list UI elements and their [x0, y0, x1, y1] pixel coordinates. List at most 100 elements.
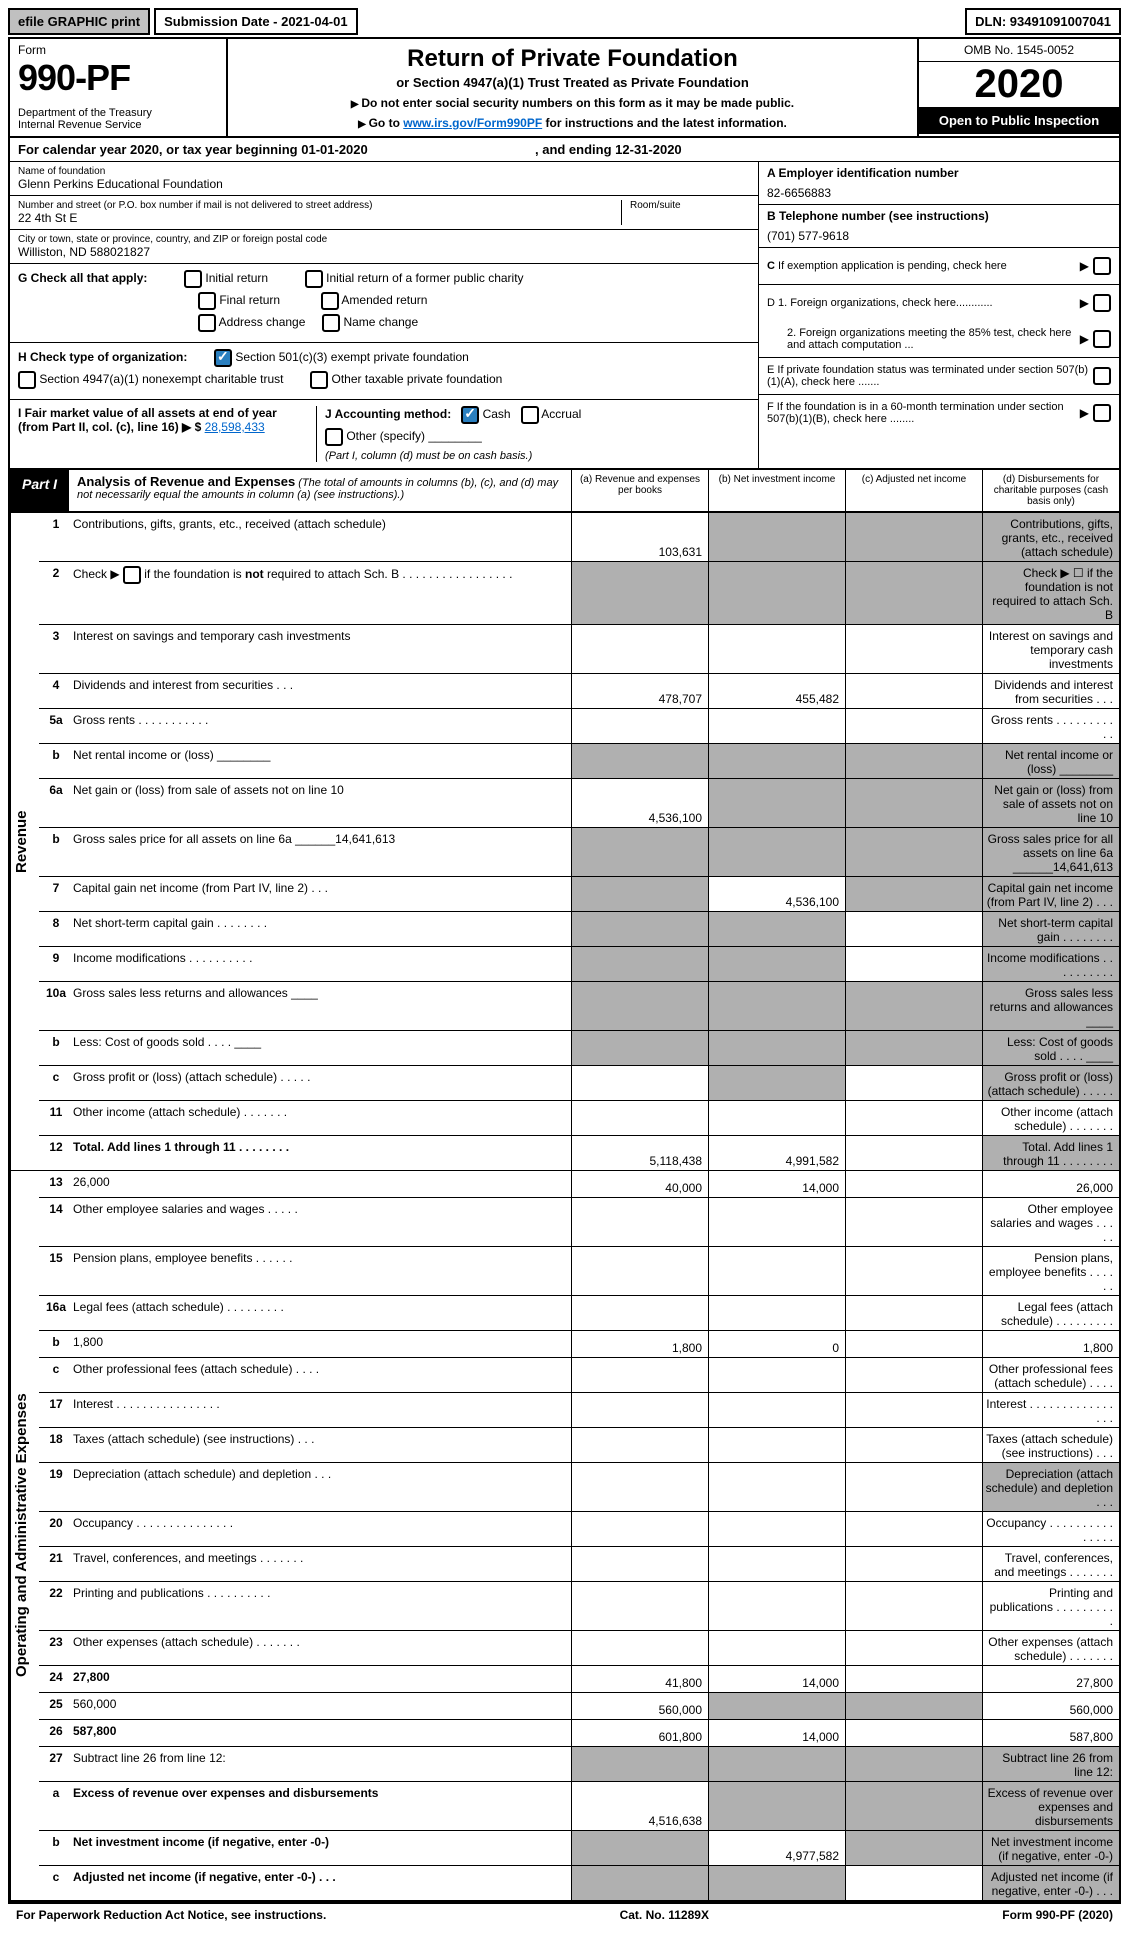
header-left: Form 990-PF Department of the Treasury I…: [10, 39, 228, 136]
form-header: Form 990-PF Department of the Treasury I…: [10, 39, 1119, 138]
cell-c: [845, 1547, 982, 1581]
cell-a: [571, 1428, 708, 1462]
cell-a: 560,000: [571, 1693, 708, 1719]
row-desc: 1,800: [73, 1331, 571, 1357]
row-desc: Net short-term capital gain . . . . . . …: [73, 912, 571, 946]
row-desc: Check ▶ if the foundation is not require…: [73, 562, 571, 624]
calendar-year-row: For calendar year 2020, or tax year begi…: [10, 138, 1119, 162]
row-desc: Adjusted net income (if negative, enter …: [73, 1866, 571, 1900]
row-number: 3: [39, 625, 73, 673]
chk-foreign-org[interactable]: [1093, 294, 1111, 312]
cell-c: [845, 1747, 982, 1781]
city-cell: City or town, state or province, country…: [10, 230, 758, 264]
cell-d: Capital gain net income (from Part IV, l…: [982, 877, 1119, 911]
chk-exemption-pending[interactable]: [1093, 257, 1111, 275]
chk-85-test[interactable]: [1093, 330, 1111, 348]
table-row: aExcess of revenue over expenses and dis…: [39, 1782, 1119, 1831]
cell-c: [845, 1066, 982, 1100]
row-desc: 560,000: [73, 1693, 571, 1719]
row-desc: Other employee salaries and wages . . . …: [73, 1198, 571, 1246]
cell-d: Other professional fees (attach schedule…: [982, 1358, 1119, 1392]
cell-b: [708, 1393, 845, 1427]
cell-a: [571, 1198, 708, 1246]
cell-d: 1,800: [982, 1331, 1119, 1357]
chk-name-change[interactable]: [322, 314, 340, 332]
chk-501c3[interactable]: [214, 349, 232, 367]
row-number: 8: [39, 912, 73, 946]
irs-link[interactable]: www.irs.gov/Form990PF: [403, 116, 542, 130]
section-d2: 2. Foreign organizations meeting the 85%…: [759, 321, 1119, 358]
instr-2: Go to www.irs.gov/Form990PF for instruct…: [234, 116, 911, 130]
chk-other-taxable[interactable]: [310, 371, 328, 389]
row-desc: Gross rents . . . . . . . . . . .: [73, 709, 571, 743]
cell-b: [708, 1693, 845, 1719]
row-number: 19: [39, 1463, 73, 1511]
cell-b: [708, 1547, 845, 1581]
part-desc: Analysis of Revenue and Expenses (The to…: [69, 470, 571, 511]
cell-a: [571, 1747, 708, 1781]
row-number: c: [39, 1866, 73, 1900]
cell-c: [845, 1331, 982, 1357]
row-desc: Interest on savings and temporary cash i…: [73, 625, 571, 673]
cell-b: [708, 1582, 845, 1630]
row-desc: Excess of revenue over expenses and disb…: [73, 1782, 571, 1830]
cell-d: Check ▶ ☐ if the foundation is not requi…: [982, 562, 1119, 624]
table-row: 3Interest on savings and temporary cash …: [39, 625, 1119, 674]
cell-a: [571, 947, 708, 981]
row-desc: Occupancy . . . . . . . . . . . . . . .: [73, 1512, 571, 1546]
cell-d: Gross rents . . . . . . . . . . .: [982, 709, 1119, 743]
row-number: a: [39, 1782, 73, 1830]
chk-address-change[interactable]: [198, 314, 216, 332]
tax-year: 2020: [919, 62, 1119, 107]
col-d-head: (d) Disbursements for charitable purpose…: [982, 470, 1119, 511]
chk-4947[interactable]: [18, 371, 36, 389]
row-number: 13: [39, 1171, 73, 1197]
page-footer: For Paperwork Reduction Act Notice, see …: [8, 1904, 1121, 1926]
row-desc: Net rental income or (loss) ________: [73, 744, 571, 778]
cell-b: [708, 1101, 845, 1135]
col-b-head: (b) Net investment income: [708, 470, 845, 511]
chk-terminated[interactable]: [1093, 367, 1111, 385]
row-number: 18: [39, 1428, 73, 1462]
chk-60-month[interactable]: [1093, 404, 1111, 422]
row-number: 5a: [39, 709, 73, 743]
row-desc: Travel, conferences, and meetings . . . …: [73, 1547, 571, 1581]
cell-c: [845, 1582, 982, 1630]
cell-c: [845, 1631, 982, 1665]
revenue-label: Revenue: [10, 513, 39, 1170]
row-desc: Dividends and interest from securities .…: [73, 674, 571, 708]
chk-amended-return[interactable]: [321, 292, 339, 310]
revenue-table: Revenue 1Contributions, gifts, grants, e…: [10, 513, 1119, 1171]
row-number: 7: [39, 877, 73, 911]
cell-a: [571, 1582, 708, 1630]
row-number: 2: [39, 562, 73, 624]
table-row: 27Subtract line 26 from line 12:Subtract…: [39, 1747, 1119, 1782]
cell-a: [571, 1831, 708, 1865]
cell-d: Income modifications . . . . . . . . . .: [982, 947, 1119, 981]
cell-c: [845, 1693, 982, 1719]
table-row: 11Other income (attach schedule) . . . .…: [39, 1101, 1119, 1136]
chk-accrual[interactable]: [521, 406, 539, 424]
row-desc: Gross sales less returns and allowances …: [73, 982, 571, 1030]
table-row: b1,8001,80001,800: [39, 1331, 1119, 1358]
city-state-zip: Williston, ND 588021827: [18, 245, 750, 259]
chk-initial-former[interactable]: [305, 270, 323, 288]
chk-final-return[interactable]: [198, 292, 216, 310]
row-number: b: [39, 828, 73, 876]
table-row: cGross profit or (loss) (attach schedule…: [39, 1066, 1119, 1101]
chk-initial-return[interactable]: [184, 270, 202, 288]
row-desc: Other professional fees (attach schedule…: [73, 1358, 571, 1392]
cell-d: Contributions, gifts, grants, etc., rece…: [982, 513, 1119, 561]
chk-other-method[interactable]: [325, 428, 343, 446]
header-right: OMB No. 1545-0052 2020 Open to Public In…: [917, 39, 1119, 136]
section-f: F If the foundation is in a 60-month ter…: [759, 395, 1119, 431]
section-g: G Check all that apply: Initial return I…: [10, 264, 758, 343]
cell-b: [708, 1463, 845, 1511]
section-d1: D 1. Foreign organizations, check here..…: [759, 285, 1119, 321]
cell-d: Subtract line 26 from line 12:: [982, 1747, 1119, 1781]
chk-cash[interactable]: [461, 406, 479, 424]
cell-a: 4,536,100: [571, 779, 708, 827]
row-number: b: [39, 1331, 73, 1357]
cell-b: [708, 912, 845, 946]
row-number: 10a: [39, 982, 73, 1030]
